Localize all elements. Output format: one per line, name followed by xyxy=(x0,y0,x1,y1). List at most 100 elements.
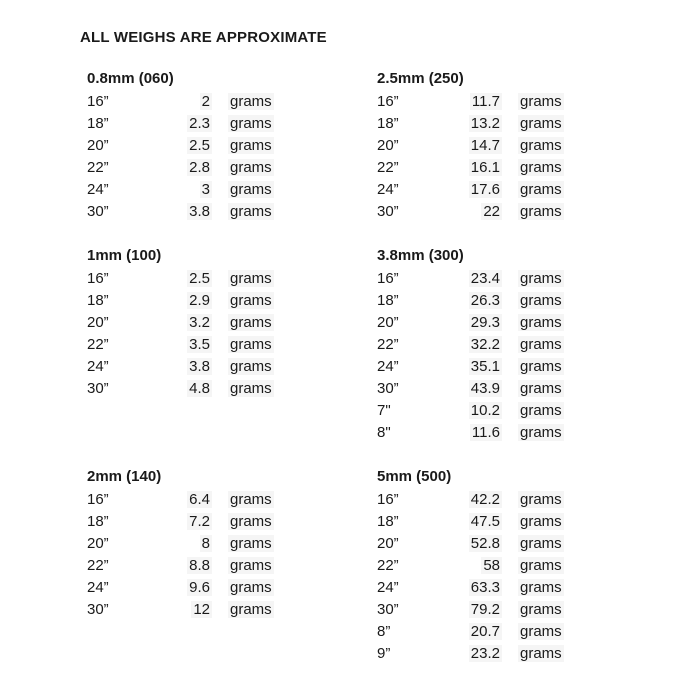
unit-text: grams xyxy=(518,203,564,220)
section-header: 5mm (500) xyxy=(377,468,452,485)
weight-row: 22” 3.5 grams xyxy=(87,334,377,356)
weight-row: 30” 12 grams xyxy=(87,599,377,621)
unit-text: grams xyxy=(228,159,274,176)
weight-value-text: 23.4 xyxy=(468,270,502,287)
weight-row: 16” 42.2 grams xyxy=(377,489,564,511)
weight-row: 22” 2.8 grams xyxy=(87,157,377,179)
length-cell: 20” xyxy=(377,137,399,154)
weight-value-cell: 4.8 xyxy=(153,378,212,400)
weight-row: 22” 58 grams xyxy=(377,555,564,577)
weight-row: 22” 16.1 grams xyxy=(377,157,564,179)
weight-value-text: 6.4 xyxy=(187,491,212,508)
length-cell: 22” xyxy=(377,159,399,176)
weight-row: 18” 2.9 grams xyxy=(87,290,377,312)
weight-value-cell: 12 xyxy=(153,599,212,621)
weight-table-section: 1mm (100) 16” 2.5 grams 18” 2.9 grams 20” 3.2 gra… xyxy=(87,245,377,400)
weight-value-text: 2.8 xyxy=(187,159,212,176)
unit-cell: grams xyxy=(228,555,274,577)
weight-value-cell: 3.8 xyxy=(153,356,212,378)
unit-cell: grams xyxy=(228,91,274,113)
length-cell: 30” xyxy=(87,203,109,220)
unit-cell: grams xyxy=(518,378,564,400)
weight-row: 30” 4.8 grams xyxy=(87,378,377,400)
weight-value-text: 47.5 xyxy=(468,513,502,530)
unit-cell: grams xyxy=(228,577,274,599)
unit-text: grams xyxy=(518,557,564,574)
weight-value-cell: 13.2 xyxy=(443,113,502,135)
length-cell: 16” xyxy=(87,270,109,287)
weight-value-text: 26.3 xyxy=(468,292,502,309)
weight-value-cell: 17.6 xyxy=(443,179,502,201)
weight-row: 30” 79.2 grams xyxy=(377,599,564,621)
weight-value-text: 20.7 xyxy=(468,623,502,640)
unit-text: grams xyxy=(228,535,274,552)
weight-value-text: 79.2 xyxy=(468,601,502,618)
unit-cell: grams xyxy=(518,157,564,179)
length-cell: 24” xyxy=(377,181,399,198)
unit-cell: grams xyxy=(228,135,274,157)
weight-value-cell: 2.9 xyxy=(153,290,212,312)
unit-text: grams xyxy=(228,181,274,198)
length-cell: 16” xyxy=(87,93,109,110)
unit-text: grams xyxy=(228,513,274,530)
weight-value-text: 3.2 xyxy=(187,314,212,331)
length-cell: 7" xyxy=(377,402,391,419)
weight-value-cell: 79.2 xyxy=(443,599,502,621)
weight-value-text: 10.2 xyxy=(468,402,502,419)
weight-value-cell: 3.2 xyxy=(153,312,212,334)
unit-cell: grams xyxy=(518,312,564,334)
weight-row: 20” 14.7 grams xyxy=(377,135,564,157)
length-cell: 24” xyxy=(377,358,399,375)
unit-cell: grams xyxy=(518,400,564,422)
length-cell: 16” xyxy=(377,270,399,287)
unit-text: grams xyxy=(228,203,274,220)
unit-text: grams xyxy=(228,579,274,596)
weight-value-cell: 43.9 xyxy=(443,378,502,400)
weight-row: 18” 47.5 grams xyxy=(377,511,564,533)
weight-value-cell: 35.1 xyxy=(443,356,502,378)
weight-row: 24” 35.1 grams xyxy=(377,356,564,378)
unit-cell: grams xyxy=(228,312,274,334)
weight-row: 8" 11.6 grams xyxy=(377,422,564,444)
unit-cell: grams xyxy=(518,643,564,665)
unit-cell: grams xyxy=(228,157,274,179)
unit-cell: grams xyxy=(228,489,274,511)
weight-row: 24” 3.8 grams xyxy=(87,356,377,378)
weight-row: 7" 10.2 grams xyxy=(377,400,564,422)
length-cell: 22” xyxy=(87,336,109,353)
weight-value-cell: 52.8 xyxy=(443,533,502,555)
unit-cell: grams xyxy=(228,533,274,555)
weight-value-cell: 63.3 xyxy=(443,577,502,599)
length-cell: 18” xyxy=(377,115,399,132)
weight-value-cell: 29.3 xyxy=(443,312,502,334)
length-cell: 30” xyxy=(377,601,399,618)
unit-cell: grams xyxy=(518,179,564,201)
weight-value-cell: 7.2 xyxy=(153,511,212,533)
document-page: ALL WEIGHS ARE APPROXIMATE 0.8mm (060) 16… xyxy=(80,29,564,665)
weight-row: 18” 13.2 grams xyxy=(377,113,564,135)
length-cell: 8" xyxy=(377,424,391,441)
weight-table-section: 5mm (500) 16” 42.2 grams 18” 47.5 grams 20” 52.8… xyxy=(377,466,564,665)
length-cell: 22” xyxy=(87,159,109,176)
weight-value-text: 3 xyxy=(199,181,212,198)
unit-cell: grams xyxy=(518,334,564,356)
unit-text: grams xyxy=(518,159,564,176)
length-cell: 24” xyxy=(87,579,109,596)
weight-row: 20” 52.8 grams xyxy=(377,533,564,555)
weight-table-section: 3.8mm (300) 16” 23.4 grams 18” 26.3 grams 20” 29… xyxy=(377,245,564,444)
length-cell: 18” xyxy=(87,513,109,530)
weight-value-cell: 58 xyxy=(443,555,502,577)
section-header: 0.8mm (060) xyxy=(87,70,174,87)
weight-row: 20” 8 grams xyxy=(87,533,377,555)
unit-cell: grams xyxy=(228,268,274,290)
unit-text: grams xyxy=(518,402,564,419)
unit-cell: grams xyxy=(518,621,564,643)
section-header: 3.8mm (300) xyxy=(377,247,464,264)
weight-value-text: 2.5 xyxy=(187,270,212,287)
unit-cell: grams xyxy=(228,334,274,356)
unit-cell: grams xyxy=(518,555,564,577)
unit-cell: grams xyxy=(518,91,564,113)
section-header: 2mm (140) xyxy=(87,468,162,485)
weight-value-text: 63.3 xyxy=(468,579,502,596)
weight-value-cell: 20.7 xyxy=(443,621,502,643)
